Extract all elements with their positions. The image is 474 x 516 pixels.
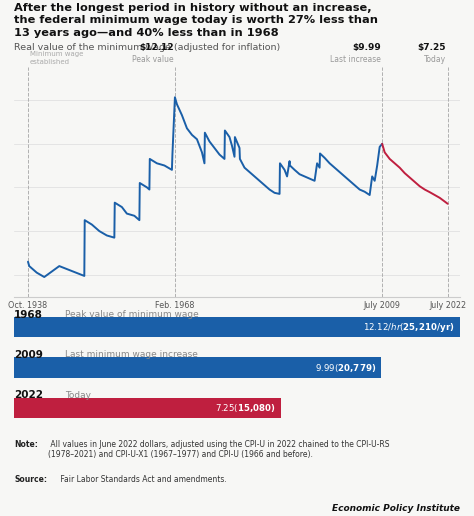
Text: Today: Today [65, 391, 91, 400]
Bar [14, 317, 460, 337]
Text: Today: Today [424, 56, 446, 64]
Text: After the longest period in history without an increase,: After the longest period in history with… [14, 3, 372, 12]
Text: 13 years ago—and 40% less than in 1968: 13 years ago—and 40% less than in 1968 [14, 28, 279, 38]
Text: Minimum wage
established: Minimum wage established [30, 51, 83, 64]
Text: All values in June 2022 dollars, adjusted using the CPI-U in 2022 chained to the: All values in June 2022 dollars, adjuste… [48, 440, 390, 459]
Text: the federal minimum wage today is worth 27% less than: the federal minimum wage today is worth … [14, 15, 378, 25]
Text: Note:: Note: [14, 440, 38, 448]
Text: $9.99 ($20,779): $9.99 ($20,779) [315, 362, 376, 374]
Text: 2022: 2022 [14, 391, 43, 400]
Bar [14, 398, 281, 418]
Text: $12.12/hr ($25,210/yr): $12.12/hr ($25,210/yr) [363, 320, 455, 334]
Text: 2009: 2009 [14, 350, 43, 360]
Text: $7.25: $7.25 [418, 43, 446, 52]
Text: $7.25 ($15,080): $7.25 ($15,080) [215, 402, 275, 414]
Text: Peak value: Peak value [132, 56, 173, 64]
Text: Peak value of minimum wage: Peak value of minimum wage [65, 310, 199, 319]
Text: Last minimum wage increase: Last minimum wage increase [65, 350, 198, 360]
Text: Real value of the minimum wage (adjusted for inflation): Real value of the minimum wage (adjusted… [14, 43, 281, 52]
Text: Source:: Source: [14, 475, 47, 483]
Text: Last increase: Last increase [330, 56, 381, 64]
Text: 1968: 1968 [14, 310, 43, 319]
Text: Fair Labor Standards Act and amendments.: Fair Labor Standards Act and amendments. [58, 475, 227, 483]
Bar [14, 358, 382, 378]
Text: Economic Policy Institute: Economic Policy Institute [332, 505, 460, 513]
Text: $12.12: $12.12 [139, 43, 173, 52]
Text: $9.99: $9.99 [352, 43, 381, 52]
